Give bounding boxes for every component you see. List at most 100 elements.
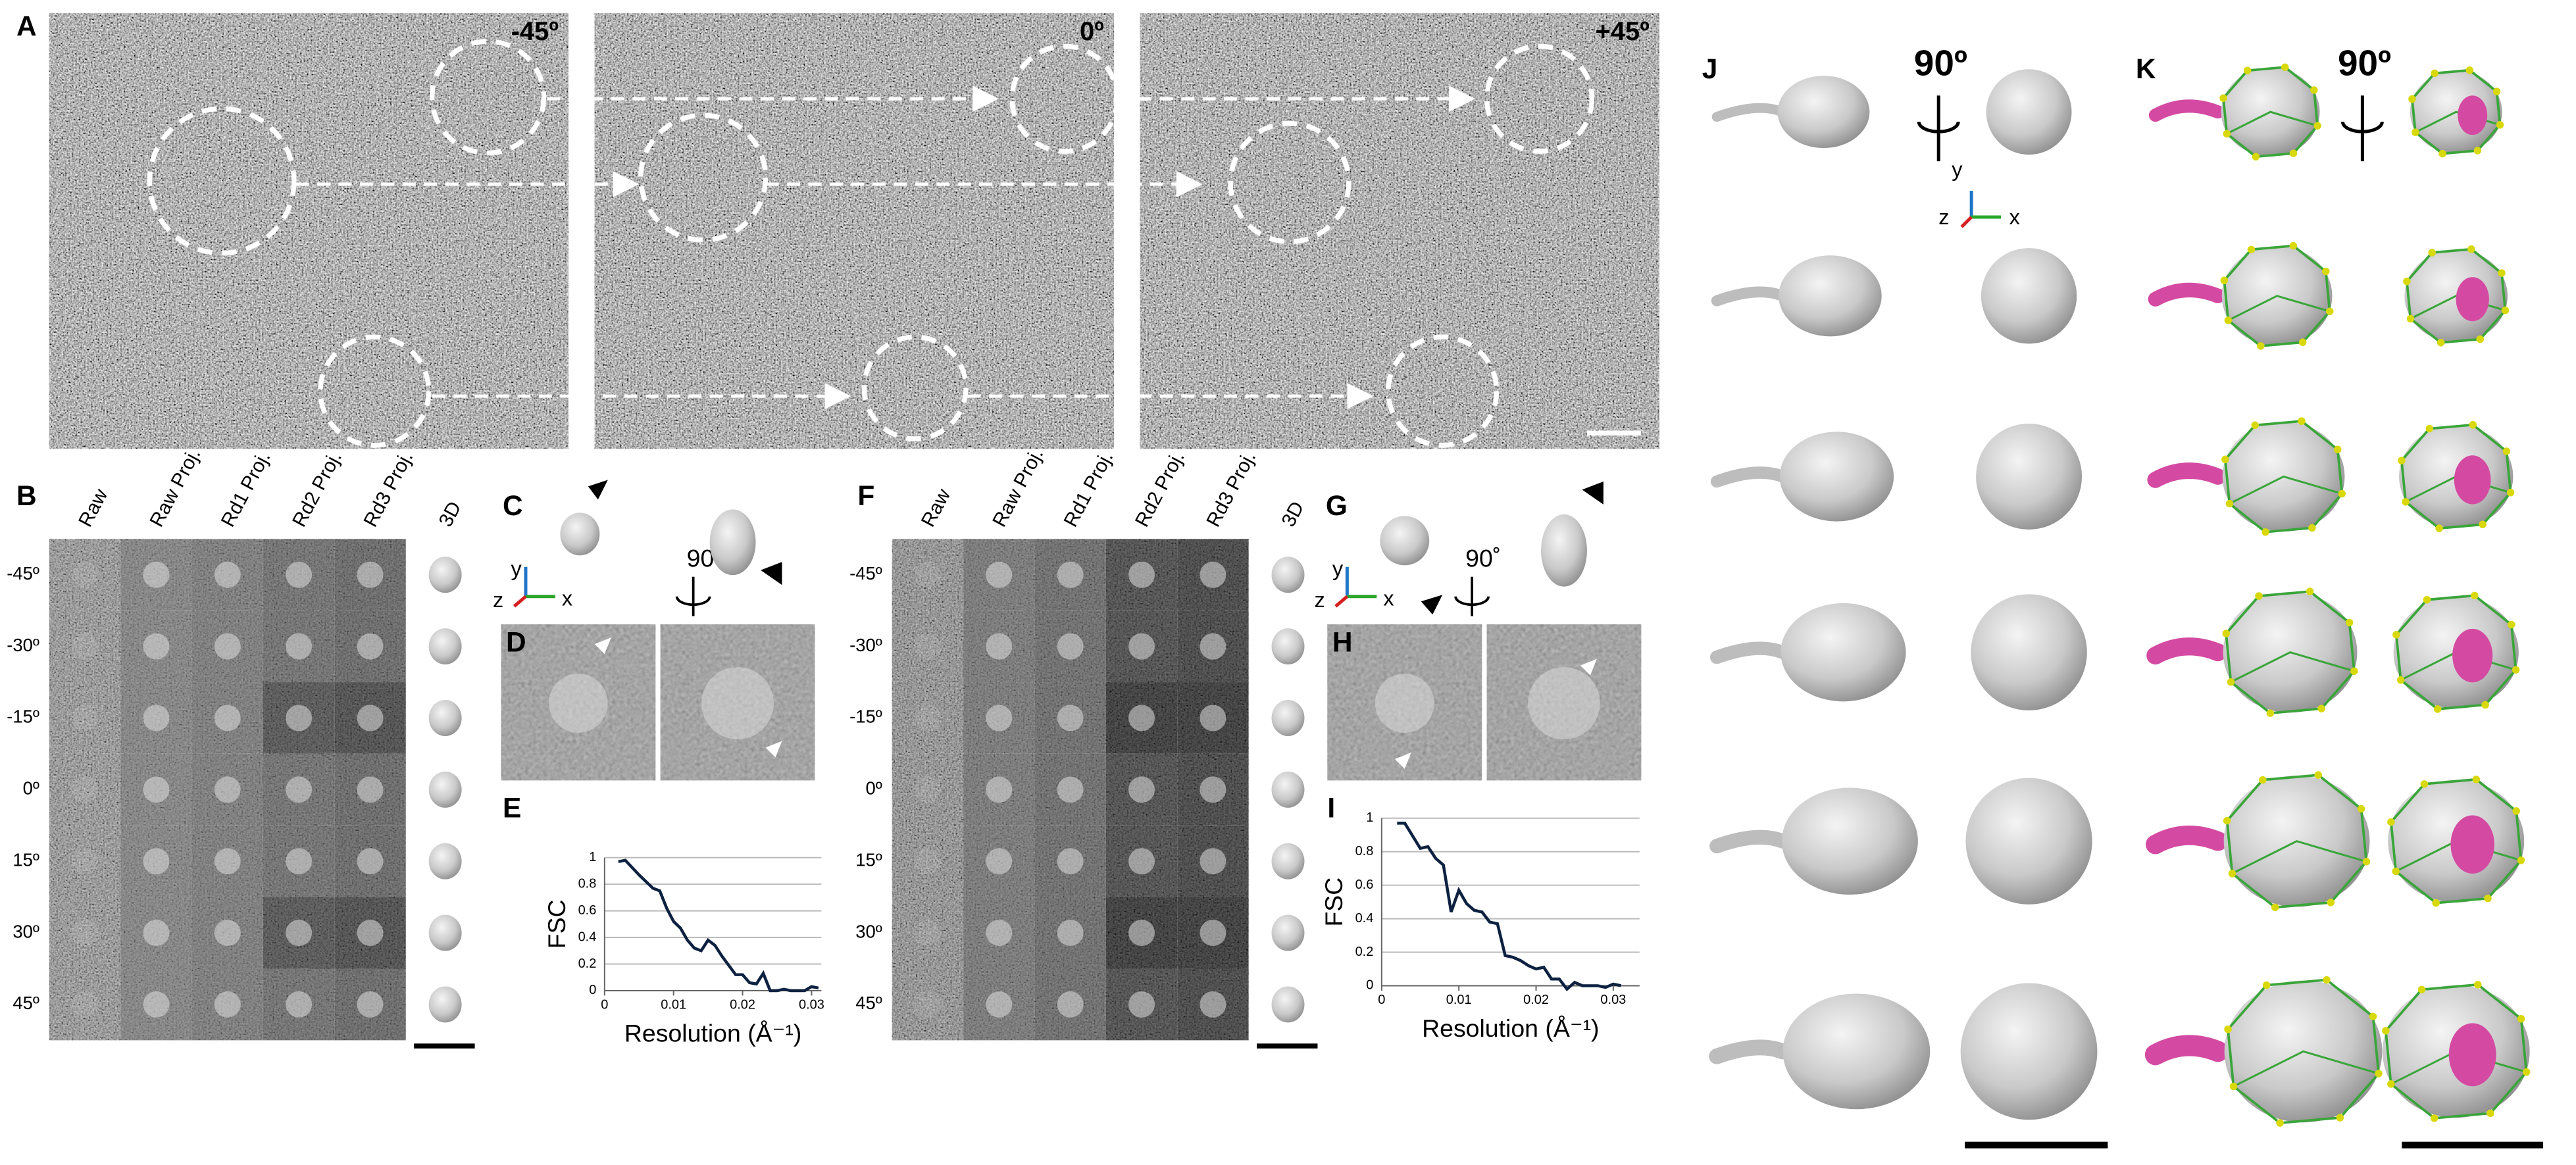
pink-density — [2458, 95, 2488, 136]
vertex — [2420, 780, 2429, 788]
arrowhead — [761, 562, 782, 585]
model-thumbnail — [1271, 843, 1305, 880]
x-tick-label: 0 — [1378, 993, 1385, 1007]
particle — [72, 776, 99, 803]
vertex — [2375, 1070, 2383, 1078]
panel-label: E — [503, 793, 521, 824]
tail — [1711, 286, 1788, 307]
arrowhead — [1421, 595, 1443, 615]
axis-label: x — [2009, 205, 2020, 229]
vertex — [2481, 701, 2489, 709]
model-thumbnail — [1271, 771, 1305, 808]
x-tick-label: 0.02 — [1523, 993, 1549, 1007]
axis-label: x — [1383, 586, 1394, 610]
tail — [1710, 466, 1789, 488]
particle — [1200, 776, 1226, 803]
particle — [286, 920, 313, 947]
particle — [986, 561, 1013, 588]
vertex — [2484, 894, 2492, 903]
y-axis-label: FSC — [543, 899, 570, 949]
vertex — [2224, 1025, 2232, 1033]
particle — [1128, 633, 1155, 660]
image-noise — [49, 539, 121, 611]
x-tick-label: 0.01 — [1446, 993, 1472, 1007]
pink-density — [2450, 815, 2494, 874]
particle — [1200, 705, 1226, 731]
cage — [2230, 651, 2355, 683]
y-tick-label: 0.4 — [578, 930, 597, 944]
vertex — [2224, 316, 2233, 324]
particle — [914, 705, 941, 731]
particle — [143, 561, 170, 588]
image-noise — [49, 968, 121, 1041]
axis-label: z — [1938, 205, 1949, 229]
particle — [914, 991, 941, 1018]
particle — [72, 848, 99, 875]
particle — [1057, 920, 1084, 947]
x-tick-label: 0 — [601, 998, 608, 1012]
tail — [1709, 1039, 1791, 1064]
row-header: 0º — [865, 778, 882, 799]
model-thumbnail — [1271, 557, 1305, 593]
panel-label: B — [16, 480, 37, 511]
particle — [1200, 920, 1226, 947]
vertex — [2313, 122, 2321, 130]
vertex — [2472, 776, 2481, 783]
vertex — [2310, 86, 2318, 94]
vertex — [2417, 985, 2426, 994]
vertex — [2220, 276, 2229, 284]
density-map — [1965, 778, 2092, 905]
vertex — [2433, 705, 2442, 713]
cage — [2227, 295, 2331, 322]
y-tick-label: 0.6 — [1355, 878, 1374, 892]
vertex — [2402, 498, 2410, 506]
particle — [914, 561, 941, 588]
particle — [214, 561, 241, 588]
y-tick-label: 1 — [589, 850, 596, 864]
vertex — [2362, 858, 2371, 866]
rotation-label: 90˚ — [1465, 545, 1501, 572]
tail — [2147, 462, 2227, 488]
vertex — [2423, 595, 2431, 604]
image-noise — [892, 610, 964, 683]
model-thumbnail — [1271, 628, 1305, 665]
axis-label: y — [1952, 158, 1963, 182]
vertex — [2357, 805, 2365, 813]
row-header: 0º — [23, 778, 39, 799]
vertex — [2471, 591, 2479, 600]
density-map — [1779, 255, 1882, 337]
particle — [1128, 561, 1155, 588]
vertex — [2437, 339, 2445, 347]
particle — [1057, 705, 1084, 731]
density-map — [1981, 248, 2077, 344]
particle-circle — [1386, 334, 1500, 448]
density-map — [1780, 603, 1906, 702]
particle — [72, 991, 99, 1018]
row-header: -45º — [7, 563, 39, 583]
y-tick-label: 0.2 — [578, 956, 597, 971]
axis-arrow — [513, 595, 527, 608]
fsc-curve — [618, 858, 819, 993]
particle — [986, 705, 1013, 731]
vertex — [2223, 816, 2231, 825]
vertex — [2512, 666, 2520, 674]
vertex — [2412, 128, 2419, 136]
particle — [1057, 633, 1084, 660]
row-header: 30º — [855, 921, 882, 941]
image-noise — [892, 897, 964, 969]
arrowhead — [588, 480, 608, 500]
vertex — [2432, 899, 2440, 907]
vertex — [2229, 1082, 2238, 1091]
particle — [1200, 561, 1226, 588]
vertex — [2225, 499, 2234, 508]
x-axis-label: Resolution (Å⁻¹) — [624, 1019, 801, 1047]
panel-label: K — [2136, 53, 2156, 84]
particle — [357, 920, 384, 947]
arrowhead — [1582, 481, 1604, 505]
pointer — [594, 637, 611, 655]
vertex — [2406, 314, 2415, 323]
particle — [143, 848, 170, 875]
vertex — [2431, 69, 2438, 78]
x-tick-label: 0.02 — [730, 998, 755, 1012]
image-noise — [49, 13, 568, 449]
